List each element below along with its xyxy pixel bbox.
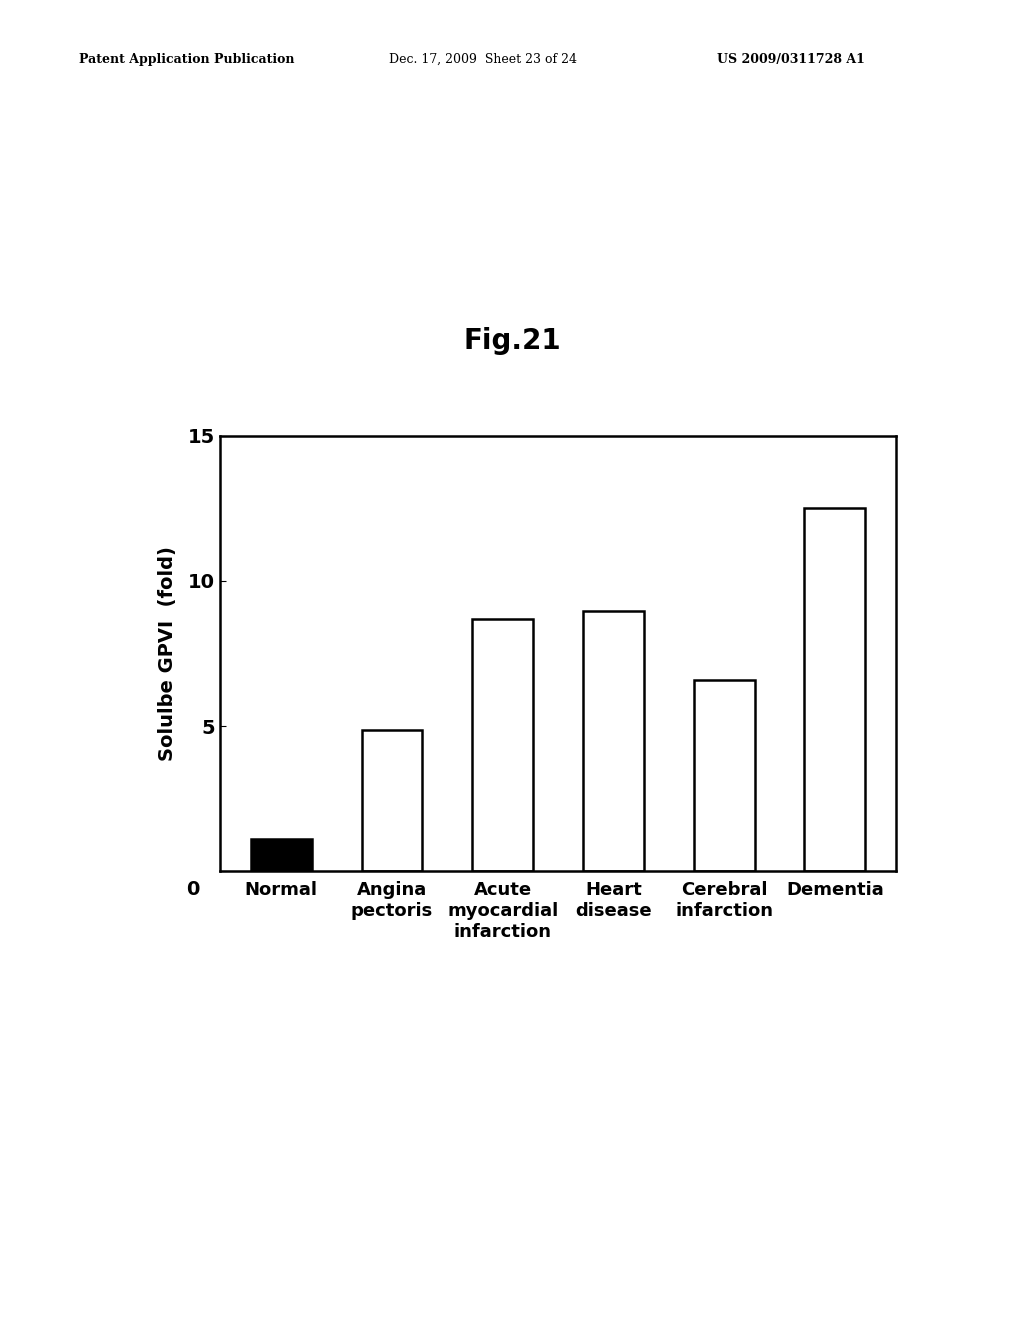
Text: Fig.21: Fig.21 (463, 326, 561, 355)
Bar (472, 619, 534, 871)
Bar (361, 730, 423, 871)
Bar (251, 840, 311, 871)
Bar (693, 680, 755, 871)
Text: Patent Application Publication: Patent Application Publication (79, 53, 294, 66)
Text: Dec. 17, 2009  Sheet 23 of 24: Dec. 17, 2009 Sheet 23 of 24 (389, 53, 578, 66)
Bar (805, 508, 865, 871)
Y-axis label: Solulbe GPVI  (fold): Solulbe GPVI (fold) (158, 546, 177, 760)
Text: US 2009/0311728 A1: US 2009/0311728 A1 (717, 53, 864, 66)
Bar (583, 611, 644, 871)
Text: 0: 0 (186, 880, 200, 899)
